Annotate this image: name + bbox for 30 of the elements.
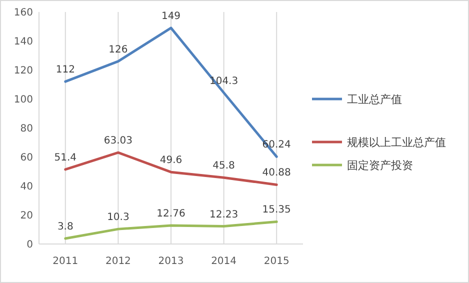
data-label: 45.8: [212, 160, 235, 172]
x-tick-label: 2013: [158, 256, 184, 267]
x-tick-label: 2011: [52, 256, 78, 267]
legend-label: 固定资产投资: [347, 159, 413, 172]
y-tick-label: 160: [14, 8, 33, 18]
y-tick-label: 100: [14, 94, 33, 106]
x-tick-label: 2015: [264, 256, 290, 267]
data-label: 63.03: [104, 136, 133, 147]
legend-label: 工业总产值: [347, 93, 402, 106]
data-label: 3.8: [57, 221, 74, 232]
data-label: 10.3: [107, 212, 130, 224]
data-label: 40.88: [262, 168, 291, 179]
y-tick-label: 20: [20, 210, 33, 222]
y-tick-label: 40: [20, 182, 33, 192]
y-tick-label: 120: [14, 66, 33, 76]
y-tick-label: 80: [20, 124, 33, 134]
x-tick-label: 2012: [105, 256, 131, 267]
data-label: 15.35: [262, 204, 291, 216]
legend-label: 规模以上工业总产值: [347, 136, 446, 149]
data-label: 49.6: [160, 155, 182, 166]
data-label: 12.76: [156, 208, 186, 220]
data-label: 149: [161, 10, 181, 22]
x-tick-label: 2014: [211, 256, 237, 267]
data-label: 51.4: [54, 152, 77, 164]
y-tick-label: 0: [26, 240, 33, 250]
data-label: 12.23: [209, 209, 238, 220]
data-label: 112: [56, 64, 75, 76]
data-label: 126: [108, 44, 128, 56]
y-tick-label: 140: [14, 36, 33, 48]
y-tick-label: 60: [20, 152, 33, 164]
